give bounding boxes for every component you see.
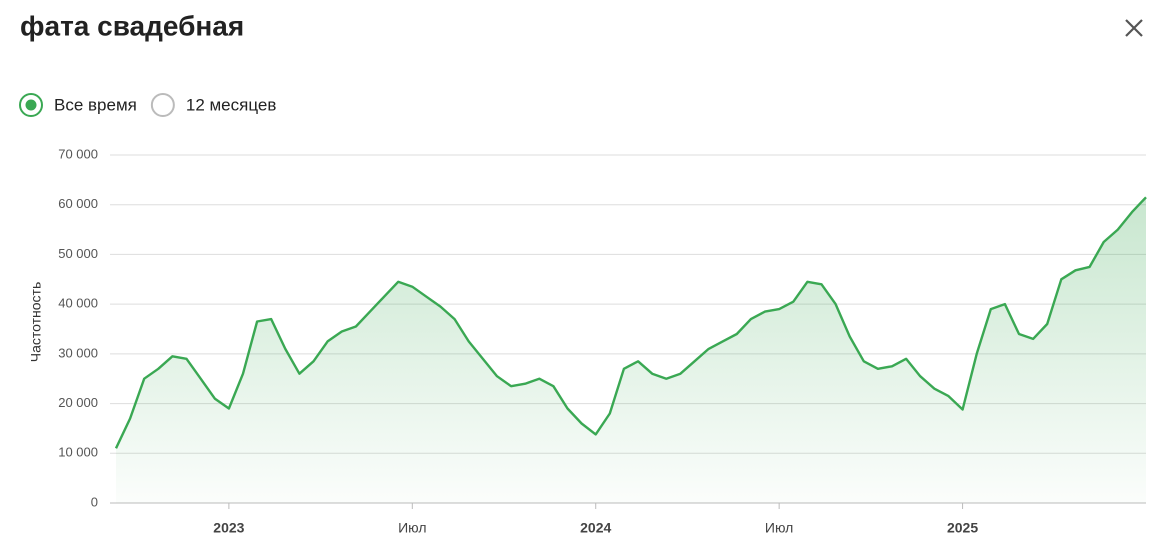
y-tick-label: 50 000 xyxy=(58,246,98,261)
radio-dot xyxy=(25,99,37,111)
radio-label[interactable]: 12 месяцев xyxy=(186,95,277,114)
y-tick-label: 60 000 xyxy=(58,196,98,211)
radio-label[interactable]: Все время xyxy=(54,95,137,114)
y-tick-label: 0 xyxy=(91,494,98,509)
area xyxy=(116,197,1146,504)
y-tick-label: 20 000 xyxy=(58,395,98,410)
close-button[interactable] xyxy=(1125,19,1143,37)
y-axis-label: Частотность xyxy=(28,282,44,363)
y-tick-label: 40 000 xyxy=(58,296,98,311)
radio-button[interactable] xyxy=(150,93,175,117)
y-tick-label: 70 000 xyxy=(58,146,98,161)
y-tick-label: 30 000 xyxy=(58,345,98,360)
y-tick-label: 10 000 xyxy=(58,445,98,460)
chart-title: фата свадебная xyxy=(20,10,244,41)
x-tick-label: Июл xyxy=(398,520,426,536)
x-tick-label: Июл xyxy=(765,520,793,536)
x-tick-label: 2024 xyxy=(580,520,611,536)
line xyxy=(114,196,1147,449)
x-tick-label: 2025 xyxy=(947,520,978,536)
x-tick-label: 2023 xyxy=(213,520,244,536)
